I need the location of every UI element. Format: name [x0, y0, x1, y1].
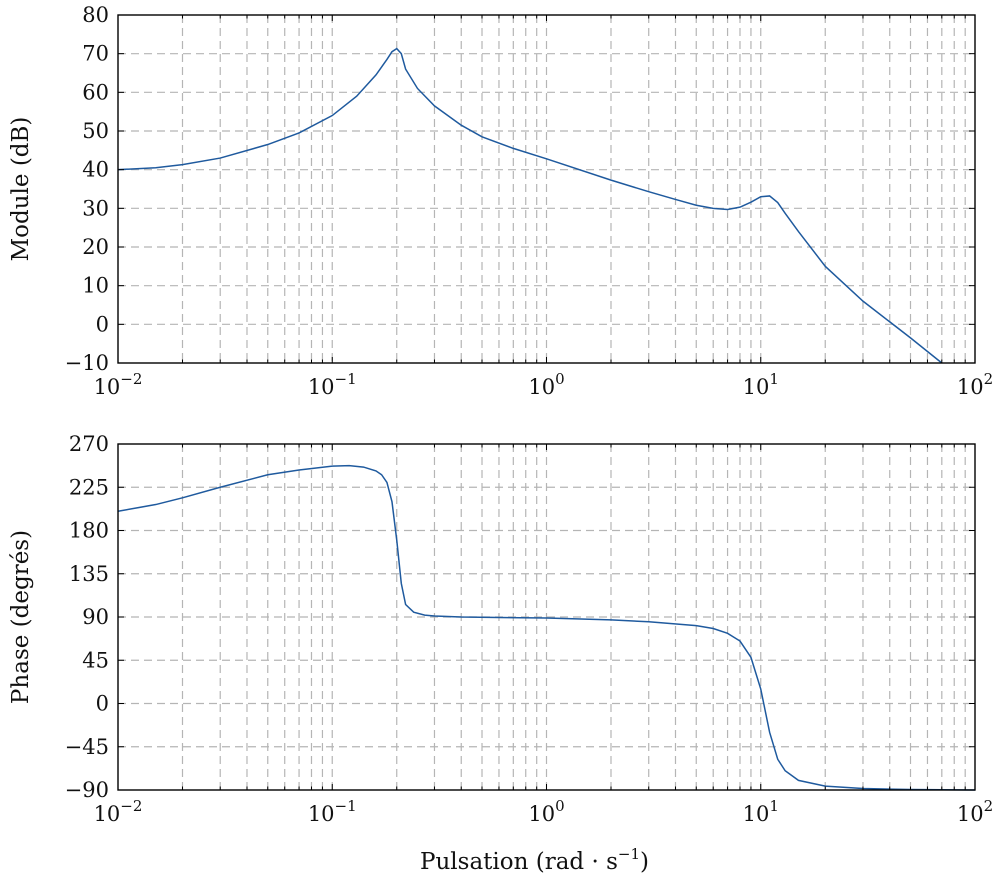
y-tick-label: 20: [82, 235, 109, 259]
x-tick-label: 101: [743, 370, 779, 399]
y-tick-label: 270: [69, 432, 109, 456]
x-tick-label: 100: [528, 797, 564, 826]
x-tick-label: 10−2: [94, 797, 143, 826]
x-tick-label: 10−1: [308, 370, 357, 399]
magnitude-plot: 10−2 10−1 100 101 102 −10 0 10 20 30 40 50 60 70 80 Mod…: [8, 3, 993, 399]
x-tick-label: 102: [957, 370, 993, 399]
y-tick-label: −90: [65, 778, 109, 802]
y-tick-label: 60: [82, 80, 109, 104]
y-tick-label: 70: [82, 42, 109, 66]
x-tick-label: 10−1: [308, 797, 357, 826]
x-tick-label: 100: [528, 370, 564, 399]
y-tick-label: 0: [96, 312, 109, 336]
y-tick-label: −10: [65, 351, 109, 375]
y-tick-label: −45: [65, 735, 109, 759]
y-tick-label: 50: [82, 119, 109, 143]
x-tick-label: 102: [957, 797, 993, 826]
series-line-0: [117, 47, 943, 364]
y-tick-label: 90: [82, 605, 109, 629]
x-tick-label: 101: [743, 797, 779, 826]
y-tick-label: 45: [82, 648, 109, 672]
y-tick-label: 225: [69, 475, 109, 499]
series-line-0: [117, 464, 976, 791]
phase-plot: 10−2 10−1 100 101 102 −90 −45 0 45 90 135 180 225 270…: [8, 432, 993, 875]
y-axis-label: Phase (degrés): [8, 530, 34, 704]
y-tick-label: 40: [82, 158, 109, 182]
y-tick-label: 180: [69, 519, 109, 543]
y-axis-label: Module (dB): [8, 117, 34, 262]
x-tick-label: 10−2: [94, 370, 143, 399]
y-tick-label: 30: [82, 196, 109, 220]
y-tick-label: 135: [69, 562, 109, 586]
y-tick-label: 10: [82, 274, 109, 298]
y-tick-label: 80: [82, 3, 109, 27]
x-axis-label: Pulsation (rad · s−1): [420, 845, 649, 875]
y-tick-label: 0: [96, 692, 109, 716]
